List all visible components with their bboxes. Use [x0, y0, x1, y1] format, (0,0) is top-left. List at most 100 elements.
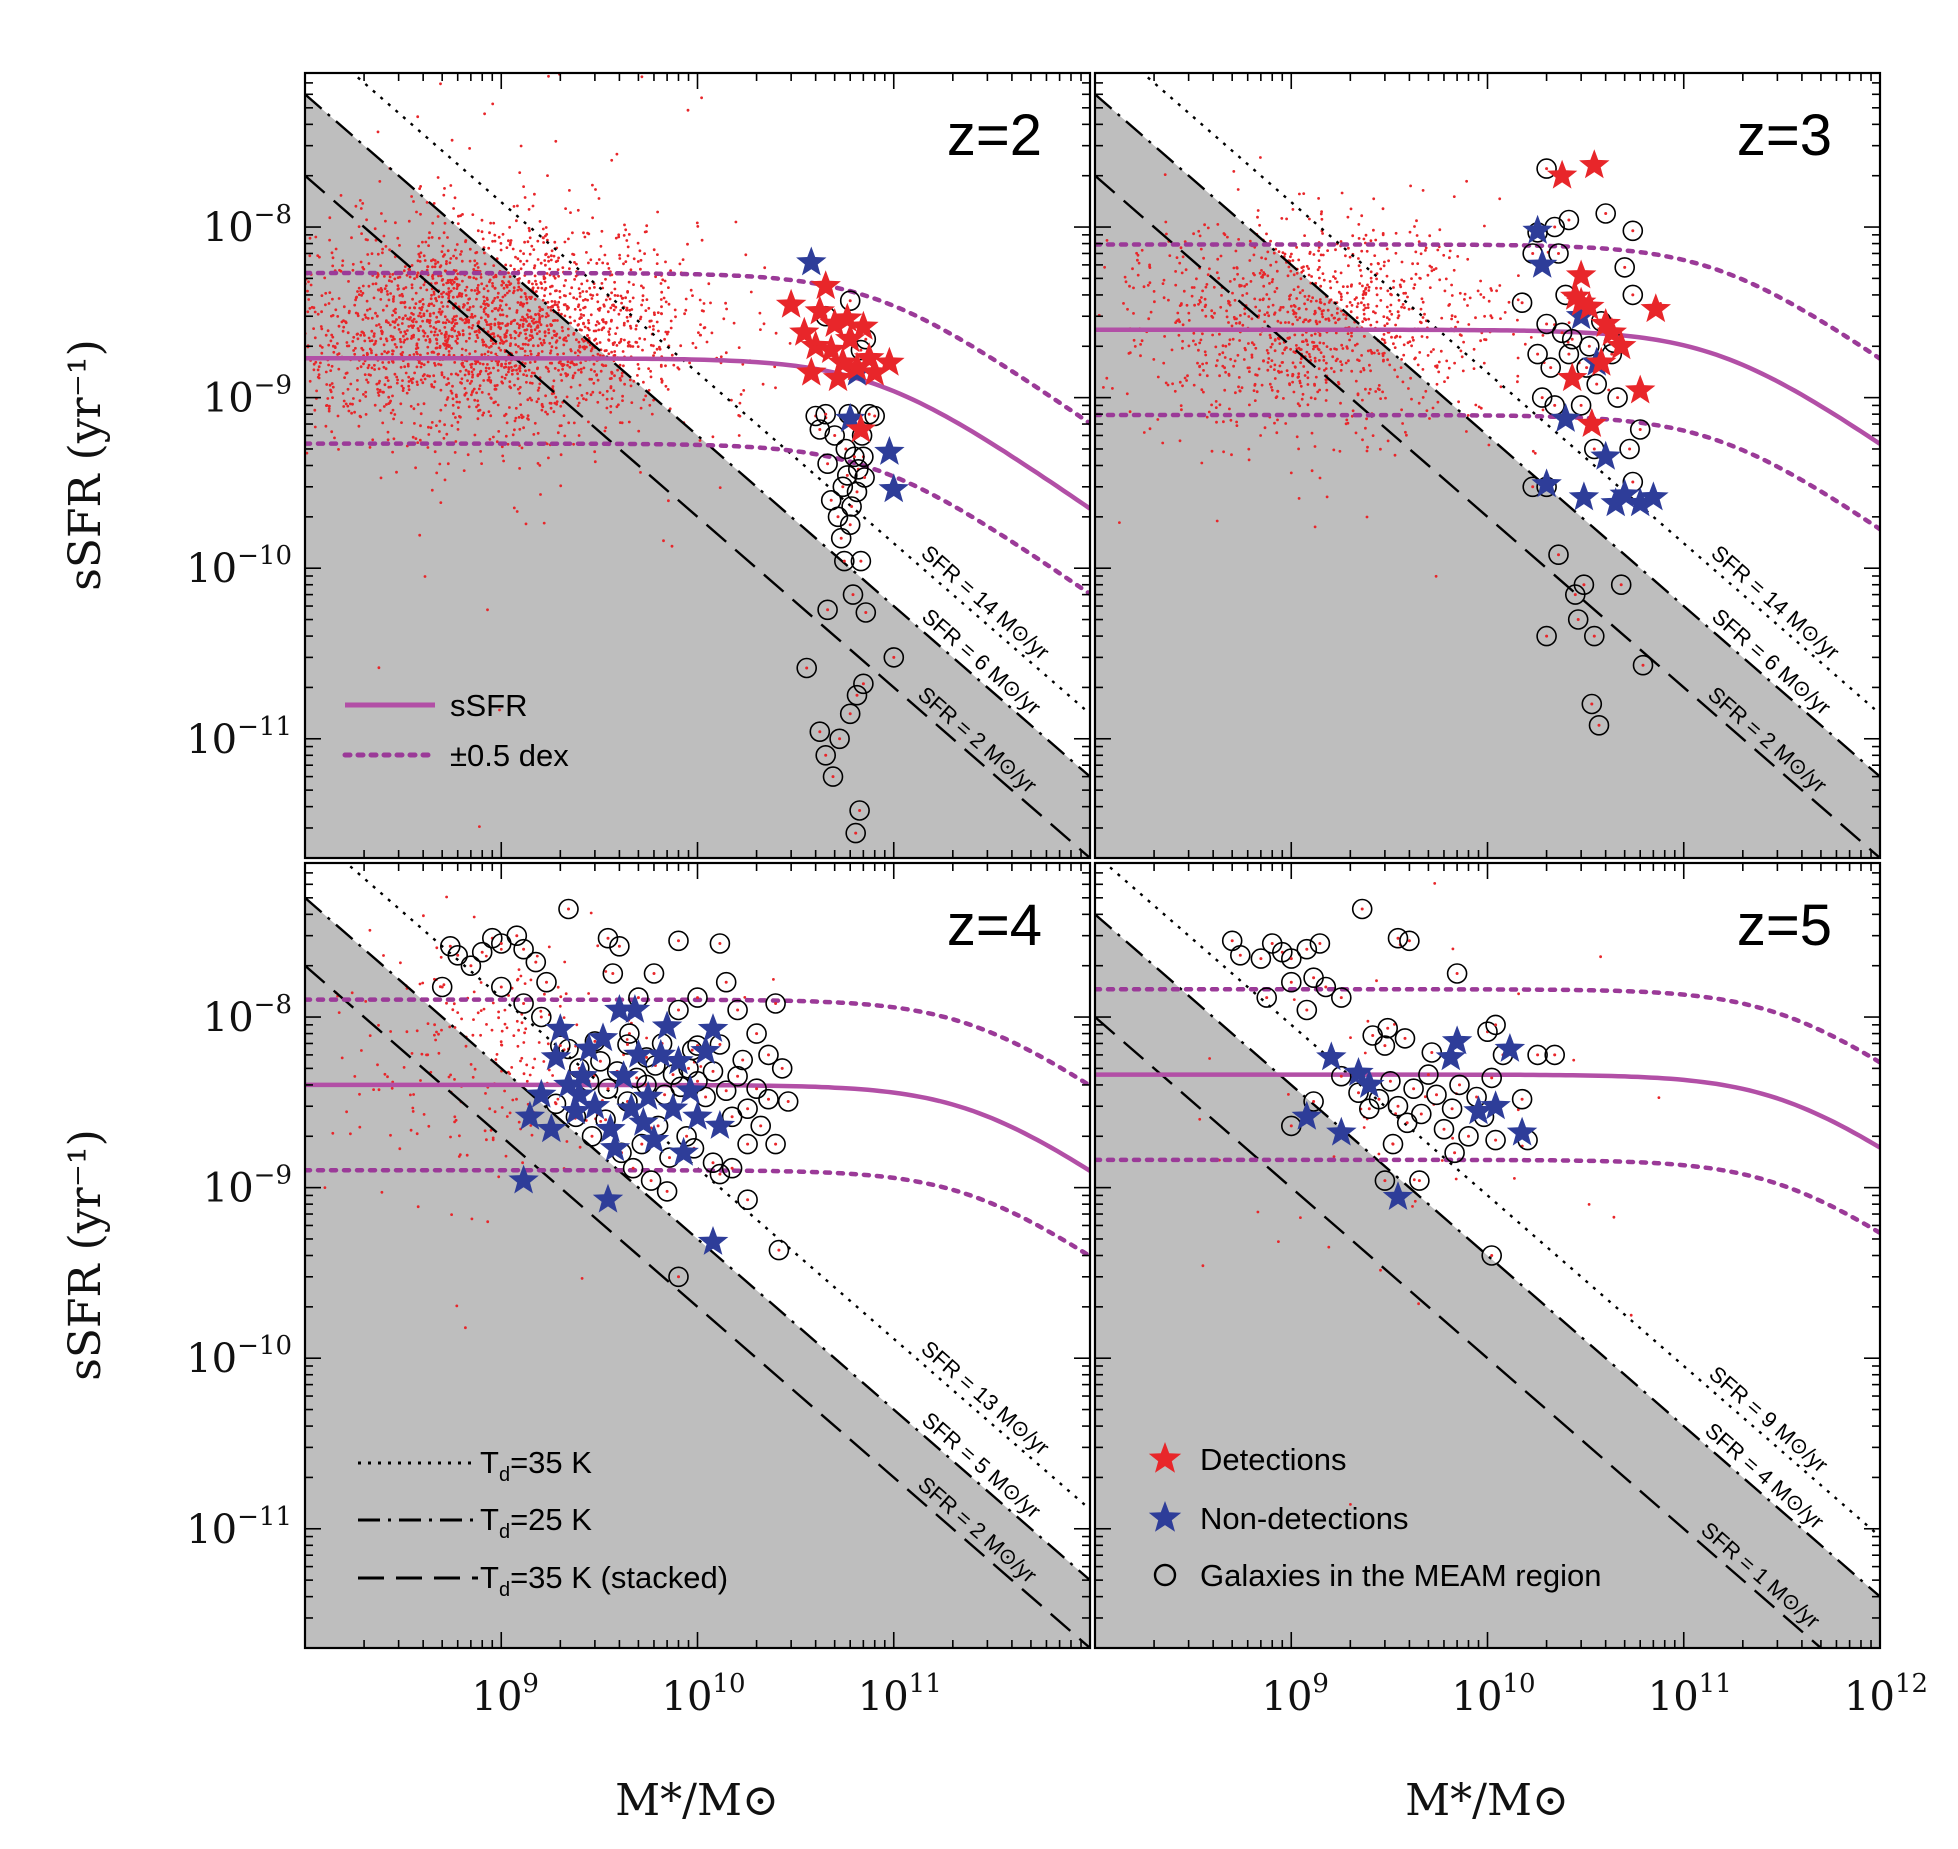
field-galaxy-point — [287, 361, 290, 364]
field-galaxy-point — [587, 336, 591, 340]
field-galaxy-point — [427, 304, 431, 307]
field-galaxy-point — [625, 315, 629, 319]
field-galaxy-point — [290, 331, 293, 334]
ssfr-upper-dex-line — [1095, 987, 1880, 1065]
field-galaxy-point — [405, 1030, 409, 1034]
field-galaxy-point — [370, 329, 374, 333]
field-galaxy-point — [472, 1018, 475, 1021]
field-galaxy-point — [437, 236, 441, 240]
field-galaxy-point — [480, 230, 484, 234]
field-galaxy-point — [519, 1059, 522, 1063]
field-galaxy-point — [560, 326, 564, 329]
field-galaxy-point — [518, 467, 521, 470]
detection-stars — [1546, 149, 1671, 437]
field-galaxy-point — [359, 289, 363, 293]
field-galaxy-point — [533, 421, 537, 425]
field-galaxy-point — [1339, 271, 1343, 275]
field-galaxy-point — [1241, 277, 1245, 280]
meam-galaxy-marker — [746, 1078, 767, 1099]
field-galaxy-point — [452, 315, 456, 318]
ssfr-lower-dex-line — [1095, 412, 1880, 532]
field-galaxy-point — [317, 376, 321, 380]
field-galaxy-point — [320, 310, 323, 314]
field-galaxy-point — [572, 296, 576, 300]
field-galaxy-point — [500, 308, 504, 312]
meam-galaxy-center — [1582, 583, 1586, 587]
field-galaxy-point — [324, 333, 328, 337]
field-galaxy-point — [1372, 197, 1376, 201]
field-galaxy-point — [1302, 320, 1305, 324]
field-galaxy-point — [289, 341, 292, 344]
field-galaxy-point — [648, 403, 652, 407]
field-galaxy-point — [1390, 312, 1394, 316]
field-galaxy-point — [442, 983, 446, 987]
field-galaxy-point — [1451, 947, 1455, 951]
meam-galaxy-marker — [777, 1091, 799, 1112]
field-galaxy-point — [327, 343, 331, 347]
field-galaxy-point — [610, 291, 613, 295]
field-galaxy-point — [1235, 420, 1238, 424]
field-galaxy-point — [1495, 289, 1498, 293]
field-galaxy-point — [555, 303, 559, 307]
field-galaxy-point — [1503, 311, 1507, 314]
field-galaxy-point — [454, 416, 457, 419]
field-galaxy-point — [465, 1153, 469, 1157]
field-galaxy-point — [1420, 335, 1424, 338]
field-galaxy-point — [517, 281, 520, 285]
field-galaxy-point — [1135, 251, 1138, 255]
field-galaxy-point — [423, 575, 427, 578]
detection-star — [789, 316, 820, 346]
field-galaxy-point — [459, 415, 462, 419]
meam-galaxy-marker — [765, 993, 786, 1014]
field-galaxy-point — [372, 332, 376, 335]
field-galaxy-point — [404, 314, 407, 317]
field-galaxy-point — [1369, 276, 1373, 280]
field-galaxy-point — [324, 370, 328, 374]
field-galaxy-point — [323, 276, 327, 280]
field-galaxy-point — [608, 333, 611, 336]
excluded-region — [1095, 914, 1880, 1648]
field-galaxy-point — [1412, 286, 1416, 290]
meam-galaxy-center — [606, 1087, 610, 1091]
field-galaxy-point — [352, 335, 356, 339]
field-galaxy-point — [383, 287, 387, 290]
ssfr-lower-dex-line — [305, 1167, 1090, 1259]
field-galaxy-point — [308, 254, 312, 258]
field-galaxy-point — [565, 339, 568, 343]
meam-galaxy-marker — [1485, 1129, 1506, 1151]
field-galaxy-point — [430, 350, 434, 354]
field-galaxy-point — [362, 393, 365, 396]
meam-galaxy-center — [1405, 1121, 1409, 1125]
field-galaxy-point — [455, 314, 458, 318]
field-galaxy-point — [418, 306, 422, 310]
field-galaxy-point — [363, 313, 367, 317]
field-galaxy-point — [482, 379, 486, 382]
field-galaxy-point — [280, 261, 283, 264]
meam-galaxies — [1221, 898, 1565, 1266]
field-galaxy-point — [290, 298, 293, 301]
field-galaxy-point — [1375, 272, 1379, 275]
field-galaxy-point — [1260, 269, 1263, 272]
field-galaxy-point — [1218, 403, 1222, 407]
field-galaxy-point — [556, 985, 560, 989]
field-galaxy-point — [474, 340, 478, 343]
field-galaxy-point — [494, 1058, 498, 1061]
field-galaxy-point — [509, 239, 513, 242]
field-galaxy-point — [1364, 306, 1367, 310]
field-galaxy-point — [389, 1030, 392, 1033]
field-galaxy-point — [656, 253, 659, 256]
field-galaxy-point — [508, 344, 512, 347]
meam-galaxy-marker — [805, 405, 827, 427]
field-galaxy-point — [508, 225, 511, 229]
field-galaxy-point — [575, 1023, 579, 1027]
field-galaxy-point — [545, 312, 549, 315]
field-galaxy-point — [284, 363, 287, 366]
field-galaxy-point — [330, 430, 334, 434]
field-galaxy-point — [442, 283, 445, 287]
field-galaxy-point — [441, 321, 445, 324]
field-galaxy-point — [1311, 340, 1314, 344]
field-galaxy-point — [415, 210, 418, 214]
meam-galaxy-center — [1403, 1036, 1407, 1040]
field-galaxy-point — [1176, 311, 1180, 315]
field-galaxy-point — [270, 308, 273, 311]
